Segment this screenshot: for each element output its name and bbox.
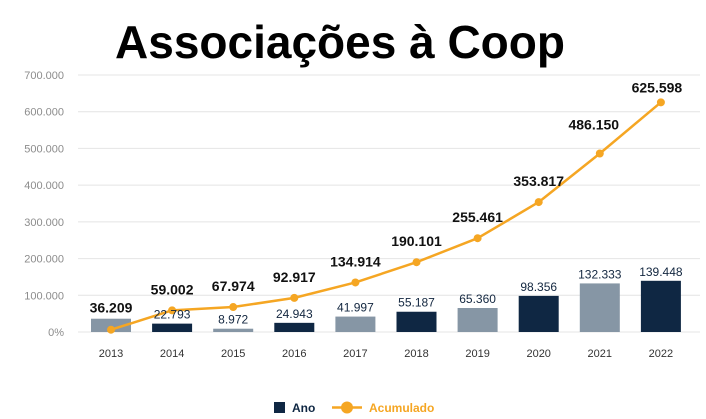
legend-marker-acumulado [341, 401, 353, 414]
line-layer [107, 98, 665, 334]
legend-swatch-ano [274, 402, 285, 413]
x-tick-label: 2015 [221, 348, 245, 360]
chart-title: Associações à Coop [115, 16, 565, 68]
x-tick-label: 2020 [526, 348, 550, 360]
line-value-label: 134.914 [330, 253, 381, 269]
grid-layer: 0% 100.000 200.000 300.000 400.000 500.000 600… [24, 70, 700, 339]
x-tick-label: 2016 [282, 348, 306, 360]
line-point [290, 293, 299, 302]
line-point [656, 98, 665, 107]
line-value-label: 67.974 [212, 278, 255, 294]
bar [396, 311, 437, 332]
line-point [168, 306, 177, 315]
line-value-label: 486.150 [568, 117, 619, 133]
line-point [473, 234, 482, 243]
x-tick-label: 2022 [649, 348, 673, 360]
y-tick-label: 400.000 [24, 180, 64, 192]
bars-layer [91, 280, 681, 332]
line-point [595, 149, 604, 158]
legend: Ano Acumulado [274, 401, 434, 415]
bar [91, 318, 131, 332]
y-tick-label: 500.000 [24, 143, 64, 155]
line-point [107, 325, 115, 334]
bar [335, 316, 376, 332]
bar-value-label: 36.209 [90, 300, 133, 316]
x-tick-label: 2014 [160, 348, 184, 360]
y-tick-label: 200.000 [24, 254, 64, 266]
line-point [534, 198, 543, 207]
bar-value-label: 8.972 [218, 313, 248, 327]
y-tick-label: 600.000 [24, 107, 64, 119]
bar-value-label: 98.356 [520, 280, 557, 294]
bar [213, 328, 254, 332]
y-tick-label: 0% [48, 327, 64, 339]
bar-value-label: 139.448 [639, 265, 683, 279]
bar-value-label: 65.360 [459, 292, 496, 306]
x-tick-label: 2019 [465, 348, 489, 360]
line-point [351, 278, 360, 287]
bar [152, 323, 193, 332]
line-value-label: 353.817 [513, 173, 564, 189]
line-value-label: 190.101 [391, 233, 442, 249]
legend-label-ano: Ano [292, 401, 315, 415]
line-value-label: 59.002 [151, 281, 194, 297]
x-tick-label: 2018 [404, 348, 428, 360]
bar [518, 295, 559, 332]
bar-value-label: 24.943 [276, 307, 313, 321]
x-tick-label: 2017 [343, 348, 367, 360]
line-value-label: 92.917 [273, 269, 316, 285]
bar [640, 280, 681, 332]
line-point [229, 303, 238, 312]
line-value-label: 255.461 [452, 209, 503, 225]
x-tick-label: 2021 [588, 348, 612, 360]
bar [274, 322, 315, 332]
line-point [412, 258, 421, 267]
bar [457, 308, 498, 332]
legend-label-acumulado: Acumulado [369, 401, 434, 415]
y-tick-label: 100.000 [24, 290, 64, 302]
line-acumulado [110, 101, 662, 331]
x-tick-label: 2013 [99, 348, 123, 360]
bar [579, 283, 620, 332]
bar-value-label: 41.997 [337, 301, 374, 315]
bar-value-label: 22.793 [154, 308, 191, 322]
y-tick-label: 700.000 [24, 70, 64, 82]
bar-value-label: 55.187 [398, 296, 435, 310]
line-value-label: 625.598 [632, 79, 683, 95]
labels-layer: 36.209 22.793 8.972 24.943 41.997 55.187 65.36… [90, 79, 683, 360]
y-tick-label: 300.000 [24, 217, 64, 229]
bar-value-label: 132.333 [578, 267, 622, 281]
